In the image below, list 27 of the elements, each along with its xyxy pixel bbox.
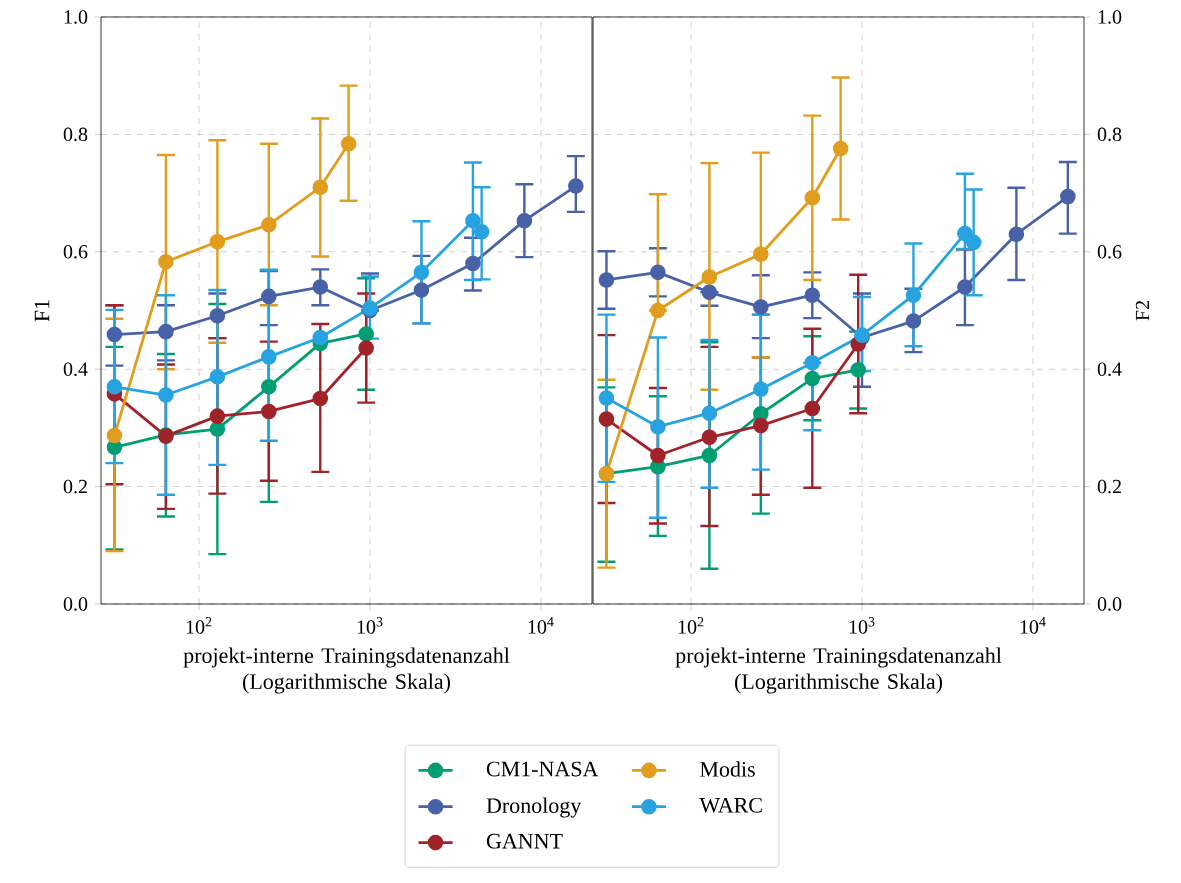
y2-tick-label: 0.6 xyxy=(1097,245,1122,259)
x-axis-title: projekt-interne Trainingsdatenanzahl (Logarithmische Skala) xyxy=(675,647,1002,694)
y-tick-label: 0.0 xyxy=(63,597,88,611)
y2-tick-label: 0.4 xyxy=(1097,362,1122,376)
legend-label: WARC xyxy=(699,797,762,813)
y-tick-label: 0.6 xyxy=(63,245,88,259)
x-tick-label: 10$^{3}$ xyxy=(849,617,875,634)
y2-tick-label: 0.8 xyxy=(1097,127,1122,142)
y-tick-label: 0.2 xyxy=(63,479,87,494)
legend-label: Dronology xyxy=(486,797,582,818)
legend-label: Modis xyxy=(700,761,755,777)
x-tick-label: 10$^{2}$ xyxy=(678,617,704,634)
legend-label: CM1-NASA xyxy=(486,761,599,777)
y-tick-label: 0.8 xyxy=(63,127,88,142)
x-tick-label: 10$^{2}$ xyxy=(186,617,212,634)
legend-label: GANNT xyxy=(486,833,563,849)
y2-axis-title: F2 xyxy=(1135,301,1150,321)
y-tick-label: 0.4 xyxy=(63,362,88,376)
x-axis-title: projekt-interne Trainingsdatenanzahl (Logarithmische Skala) xyxy=(183,647,510,694)
y2-tick-label: 0.2 xyxy=(1097,479,1121,494)
x-tick-label: 10$^{4}$ xyxy=(1020,617,1046,634)
x-tick-label: 10$^{3}$ xyxy=(357,617,383,634)
y-tick-label: 1.0 xyxy=(64,10,88,24)
x-tick-label: 10$^{4}$ xyxy=(528,617,554,634)
y-axis-title: F1 xyxy=(34,300,50,322)
y2-tick-label: 1.0 xyxy=(1098,10,1122,24)
y2-tick-label: 0.0 xyxy=(1097,597,1122,611)
